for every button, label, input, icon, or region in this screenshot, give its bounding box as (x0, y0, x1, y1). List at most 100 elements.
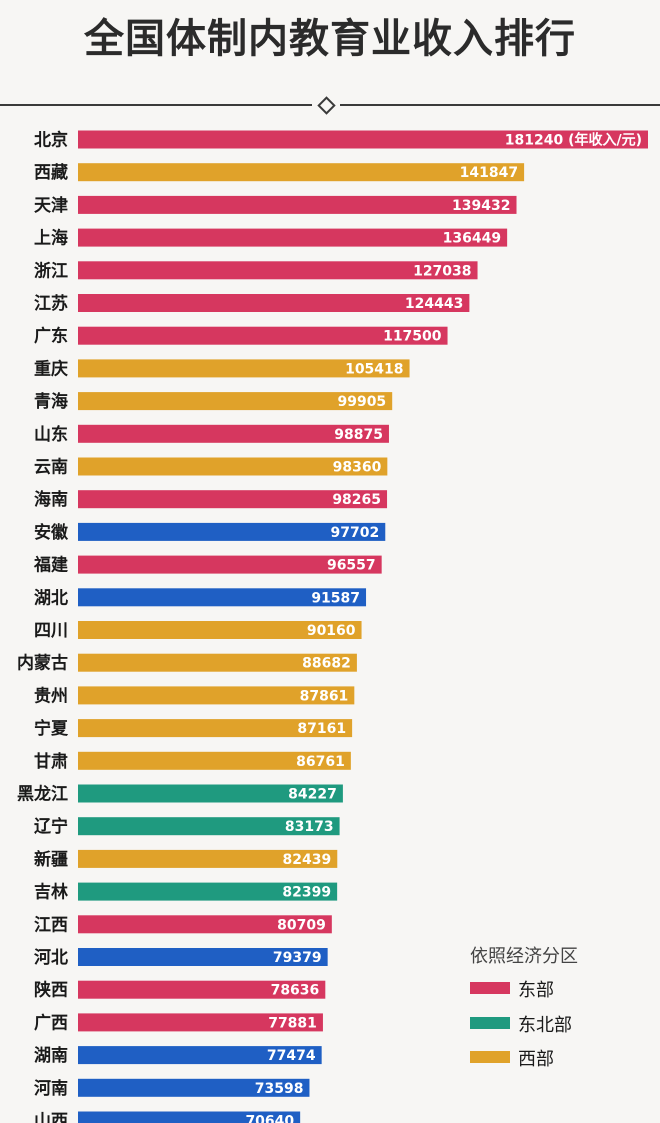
bar-label: 甘肃 (34, 751, 68, 772)
bar (78, 490, 388, 509)
legend-swatch-northeast (470, 1017, 510, 1029)
bar (78, 915, 332, 934)
bar (78, 784, 343, 803)
bar (78, 130, 648, 149)
bar-value-label: 77881 (268, 1015, 317, 1031)
legend-title: 依照经济分区 (470, 946, 578, 967)
bar-label: 浙江 (34, 260, 68, 281)
bar-value-label: 117500 (383, 329, 442, 345)
bar-value-label: 127038 (413, 263, 471, 279)
bar-value-label: 84227 (288, 787, 337, 803)
bar-value-label: 80709 (277, 917, 326, 933)
bar-label: 新疆 (34, 849, 68, 870)
bar-label: 上海 (34, 228, 68, 249)
bar (78, 294, 470, 312)
bar-label: 四川 (34, 621, 68, 641)
bar-label: 广西 (34, 1012, 68, 1033)
legend: 依照经济分区 东部 东北部 西部 (456, 932, 646, 1084)
bar-value-label: 87861 (300, 688, 349, 704)
bar (78, 522, 386, 541)
bar-value-label: 90160 (307, 623, 356, 639)
bar-value-label: 97702 (331, 525, 380, 541)
bar (78, 686, 355, 705)
bar (78, 882, 338, 901)
bar-label: 北京 (34, 130, 68, 151)
bar-label: 安徽 (34, 522, 69, 543)
bar-label: 河南 (34, 1078, 68, 1099)
bar-value-label: 83173 (285, 819, 334, 835)
bar-value-label: 136449 (443, 231, 501, 247)
bar-label: 陕西 (34, 980, 68, 1001)
bar-label: 山西 (34, 1112, 68, 1123)
bar (78, 980, 326, 999)
bar-value-label: 77474 (267, 1048, 316, 1064)
bar (78, 424, 389, 443)
bar-label: 江西 (34, 915, 68, 935)
bar (78, 392, 393, 411)
bar-value-label: 91587 (311, 590, 360, 606)
bar (78, 653, 357, 672)
bar (78, 457, 388, 476)
bar-label: 江苏 (34, 293, 68, 314)
bar (78, 555, 382, 574)
bar-value-label: 82399 (282, 885, 331, 901)
bar-label: 河北 (34, 948, 68, 968)
bar-value-label: 73598 (255, 1081, 304, 1097)
bar (78, 163, 525, 182)
bar (78, 1111, 301, 1123)
bar-value-label: 87161 (297, 721, 346, 737)
bar-value-label: 98360 (333, 460, 382, 476)
bar-label: 山东 (34, 424, 68, 445)
legend-label-northeast: 东北部 (518, 1015, 572, 1036)
title-divider-right (340, 104, 660, 106)
bar (78, 849, 338, 868)
bar (78, 621, 362, 639)
title-divider-left (0, 104, 312, 106)
bar-value-label: 78636 (271, 983, 320, 999)
bar-label: 内蒙古 (17, 653, 68, 674)
bar (78, 1078, 310, 1097)
bar (78, 1046, 322, 1065)
bar (78, 817, 340, 836)
bar (78, 1013, 323, 1032)
bar (78, 751, 351, 770)
bar (78, 261, 478, 280)
bar-label: 黑龙江 (17, 784, 68, 805)
bar-value-label: 124443 (405, 296, 463, 312)
bar-value-label: 88682 (302, 656, 351, 672)
bar-label: 重庆 (34, 358, 68, 379)
bar-value-label: 141847 (460, 165, 518, 181)
bar-label: 西藏 (34, 163, 68, 183)
bar-label: 湖北 (34, 588, 68, 608)
bar-label: 贵州 (34, 685, 68, 706)
bar (78, 195, 517, 214)
bar-label: 湖南 (34, 1045, 68, 1066)
bar-label: 云南 (34, 457, 68, 478)
bar (78, 719, 353, 738)
bar-value-label: 139432 (452, 198, 510, 214)
bar (78, 359, 410, 378)
bar (78, 228, 508, 247)
legend-swatch-west (470, 1051, 510, 1063)
bar-value-label: 98875 (334, 427, 383, 443)
bar-value-label: 181240 (年收入/元) (505, 132, 642, 149)
bar-value-label: 86761 (296, 754, 345, 770)
bar-label: 宁夏 (34, 718, 69, 739)
bar-value-label: 79379 (273, 950, 322, 966)
bar-value-label: 98265 (332, 492, 381, 508)
bar (78, 588, 367, 607)
bar (78, 326, 448, 345)
bar-label: 海南 (34, 489, 68, 510)
bar-label: 辽宁 (34, 816, 68, 837)
bar-value-label: 105418 (345, 361, 403, 377)
bar-value-label: 99905 (337, 394, 386, 410)
bar-value-label: 70640 (245, 1114, 294, 1123)
bar-value-label: 96557 (327, 558, 376, 574)
bar-label: 福建 (33, 555, 68, 576)
bar (78, 948, 328, 966)
legend-label-west: 西部 (518, 1049, 554, 1070)
bar-label: 广东 (34, 326, 68, 347)
legend-label-east: 东部 (518, 980, 554, 1001)
bar-label: 天津 (34, 195, 68, 216)
